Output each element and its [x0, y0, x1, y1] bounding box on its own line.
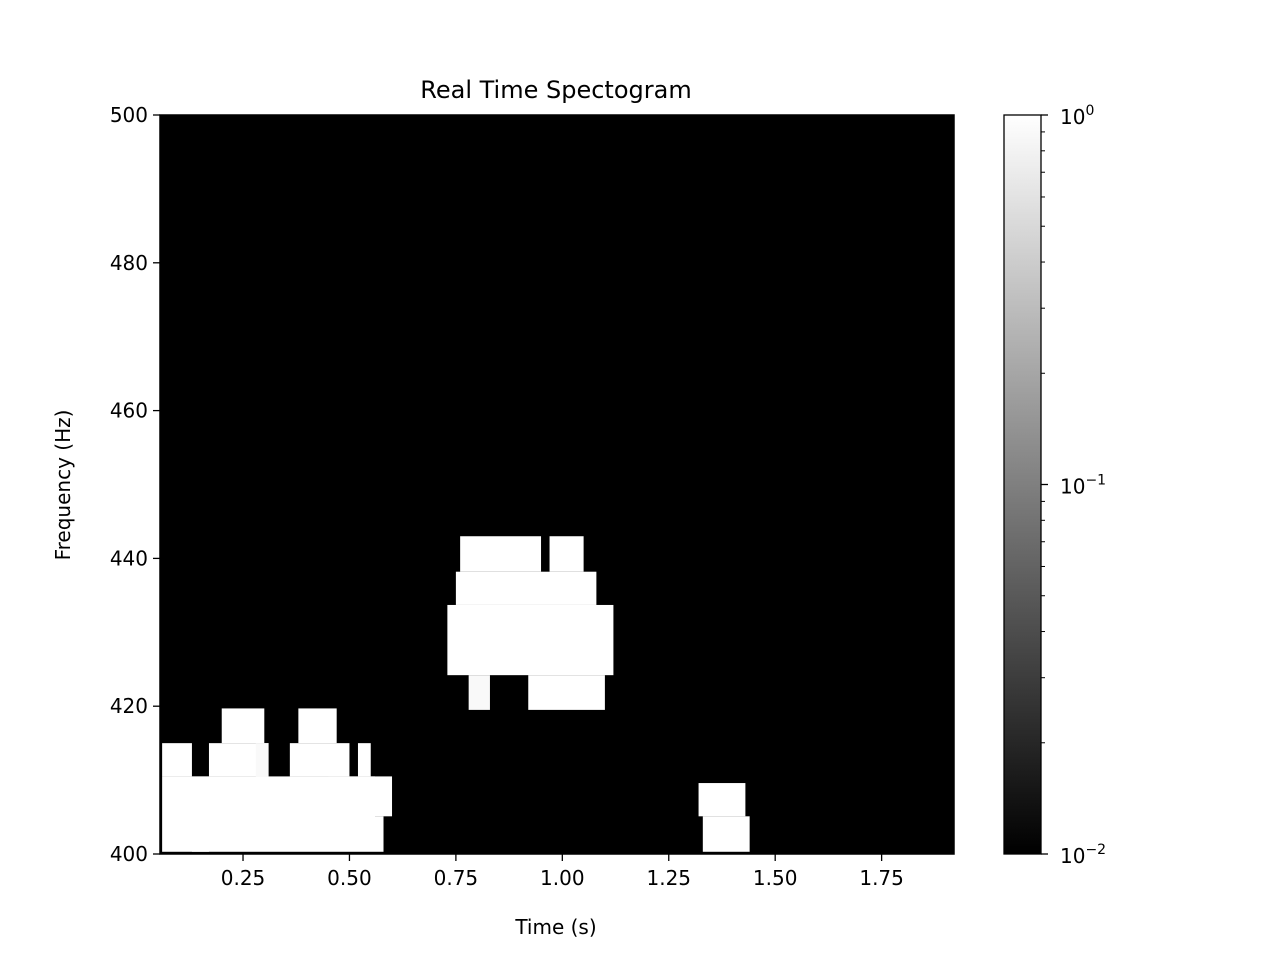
chart-title: Real Time Spectogram [420, 76, 691, 104]
plot-frame [159, 114, 955, 855]
colorbar-tick-label: 100 [1060, 103, 1094, 129]
y-tick-label: 400 [110, 842, 148, 866]
y-tick-label: 460 [110, 399, 148, 423]
x-tick-label: 1.75 [859, 866, 904, 890]
spectrogram-cell-16 [528, 675, 605, 710]
spectrogram-cell-5 [255, 743, 269, 777]
x-axis-label: Time (s) [514, 915, 596, 939]
plot-background [160, 115, 954, 854]
spectrogram-cell-9 [328, 776, 393, 817]
x-tick-label: 0.75 [434, 866, 479, 890]
x-tick-label: 0.25 [221, 866, 266, 890]
x-tick-label: 0.50 [327, 866, 372, 890]
colorbar-tick-label: 10−2 [1060, 842, 1106, 868]
spectrogram-cell-12 [455, 571, 597, 605]
y-tick-label: 440 [110, 546, 148, 570]
spectrogram-cell-7 [298, 708, 337, 744]
colorbar-tick-label: 10−1 [1060, 473, 1106, 499]
spectrogram-cell-15 [468, 675, 490, 710]
y-axis-label: Frequency (Hz) [51, 410, 75, 561]
spectrogram-cell-4 [221, 708, 265, 744]
spectrogram-cell-0 [162, 743, 192, 777]
spectrogram-cell-13 [460, 536, 542, 572]
y-tick-label: 500 [110, 103, 148, 127]
spectrogram-cell-18 [702, 816, 750, 852]
spectrogram-cell-14 [549, 536, 584, 572]
spectrogram-cell-2 [191, 776, 209, 852]
x-tick-label: 1.50 [753, 866, 798, 890]
y-tick-label: 420 [110, 694, 148, 718]
spectrogram-cell-11 [447, 604, 614, 676]
y-tick-label: 480 [110, 251, 148, 275]
spectrogram-cell-8 [357, 743, 371, 777]
spectrogram-cell-17 [698, 783, 746, 817]
x-tick-label: 1.00 [540, 866, 585, 890]
spectrogram-cell-6 [289, 743, 350, 777]
x-tick-label: 1.25 [646, 866, 691, 890]
spectrogram-cell-10 [374, 816, 384, 852]
colorbar-gradient [1004, 115, 1041, 854]
